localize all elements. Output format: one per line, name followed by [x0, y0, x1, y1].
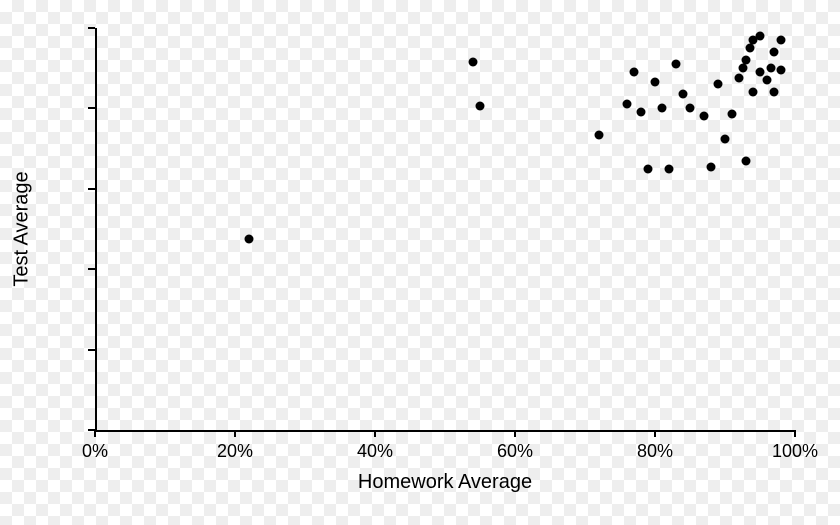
data-point	[766, 64, 775, 73]
y-tick	[88, 349, 95, 351]
x-tick	[374, 430, 376, 437]
data-point	[738, 64, 747, 73]
data-point	[777, 66, 786, 75]
data-point	[672, 60, 681, 69]
data-point	[658, 104, 667, 113]
data-point	[665, 164, 674, 173]
y-axis-title: Test Average	[11, 171, 34, 286]
data-point	[686, 104, 695, 113]
chart-container: 0%20%40%60%80%100%0%20%40%60%80%100%Home…	[0, 0, 840, 525]
data-point	[728, 110, 737, 119]
data-point	[644, 164, 653, 173]
x-tick-label: 80%	[637, 441, 673, 462]
data-point	[469, 58, 478, 67]
data-point	[476, 102, 485, 111]
x-axis	[95, 430, 795, 432]
data-point	[714, 80, 723, 89]
data-point	[756, 32, 765, 41]
transparency-background	[0, 0, 840, 525]
x-axis-title: Homework Average	[358, 471, 532, 494]
data-point	[749, 88, 758, 97]
data-point	[595, 130, 604, 139]
data-point	[763, 76, 772, 85]
y-axis	[95, 28, 97, 432]
data-point	[742, 156, 751, 165]
x-tick-label: 40%	[357, 441, 393, 462]
x-tick	[654, 430, 656, 437]
data-point	[679, 90, 688, 99]
data-point	[707, 162, 716, 171]
data-point	[735, 74, 744, 83]
y-tick	[88, 107, 95, 109]
data-point	[742, 56, 751, 65]
data-point	[700, 112, 709, 121]
data-point	[770, 48, 779, 57]
x-tick	[794, 430, 796, 437]
y-tick	[88, 188, 95, 190]
data-point	[637, 108, 646, 117]
y-tick	[88, 268, 95, 270]
data-point	[651, 78, 660, 87]
data-point	[745, 44, 754, 53]
data-point	[623, 100, 632, 109]
y-tick	[88, 27, 95, 29]
x-tick-label: 100%	[772, 441, 818, 462]
x-tick-label: 0%	[82, 441, 108, 462]
y-tick	[88, 429, 95, 431]
x-tick	[234, 430, 236, 437]
data-point	[770, 88, 779, 97]
data-point	[721, 134, 730, 143]
x-tick	[514, 430, 516, 437]
x-tick	[94, 430, 96, 437]
data-point	[756, 68, 765, 77]
data-point	[777, 36, 786, 45]
x-tick-label: 60%	[497, 441, 533, 462]
data-point	[245, 235, 254, 244]
x-tick-label: 20%	[217, 441, 253, 462]
data-point	[630, 68, 639, 77]
